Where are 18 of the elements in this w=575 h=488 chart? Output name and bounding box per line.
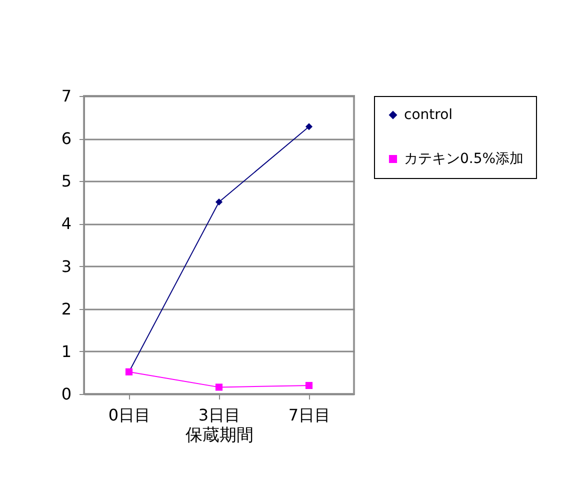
y-tick-label: 1 xyxy=(61,342,72,361)
y-tick-label: 7 xyxy=(61,86,72,106)
y-tick-label: 5 xyxy=(61,172,72,191)
y-tick-label: 3 xyxy=(61,256,72,276)
y-tick-label: 0 xyxy=(61,384,72,404)
y-tick-label: 6 xyxy=(61,129,72,148)
point xyxy=(215,384,223,391)
point xyxy=(215,198,223,206)
x-axis-title: 保蔵期間 xyxy=(186,426,254,446)
y-tick-label: 2 xyxy=(61,299,72,318)
point xyxy=(305,382,313,390)
x-tick-label: 7日目 xyxy=(288,406,331,424)
x-tick-label: 0日目 xyxy=(108,406,151,424)
y-tick-label: 4 xyxy=(61,214,72,234)
point xyxy=(305,123,313,130)
x-tick-label: 3日目 xyxy=(198,406,241,424)
legend-label: control xyxy=(404,107,453,123)
legend-label: カテキン0.5%添加 xyxy=(404,151,524,167)
